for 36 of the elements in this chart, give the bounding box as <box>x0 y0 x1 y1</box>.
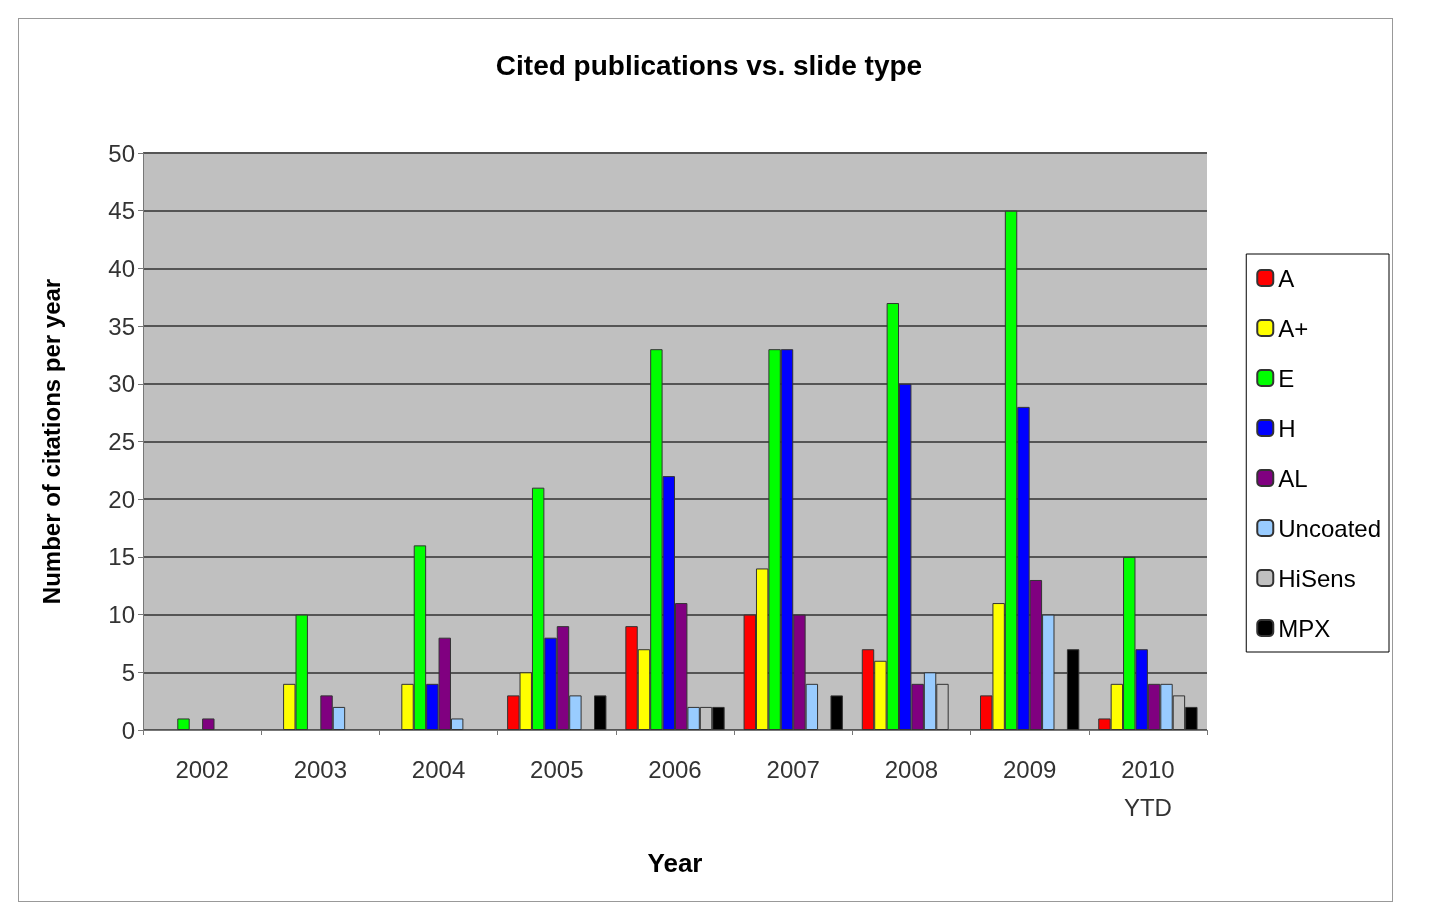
x-axis-title: Year <box>647 848 703 878</box>
legend-label: A <box>1278 264 1295 292</box>
x-tick-label: 2003 <box>293 755 348 783</box>
y-tick-label: 35 <box>108 312 135 340</box>
y-axis-title: Number of citations per year <box>37 278 65 605</box>
y-tick-label: 10 <box>108 601 135 629</box>
legend-label: E <box>1278 364 1295 392</box>
bar <box>202 718 215 730</box>
bar <box>594 695 607 730</box>
x-tick-label: 2004 <box>411 755 466 783</box>
x-tick-label: 2006 <box>648 755 702 783</box>
y-tick-label: 5 <box>121 658 135 686</box>
y-tick-label: 50 <box>108 139 135 167</box>
x-tick-label: 2007 <box>766 755 820 783</box>
y-tick-label: 15 <box>108 543 135 571</box>
legend-label: AL <box>1278 464 1308 492</box>
legend-label: HiSens <box>1278 564 1356 592</box>
y-tick-label: 30 <box>108 370 135 398</box>
y-tick-label: 40 <box>108 254 135 282</box>
bar <box>830 695 843 730</box>
legend-label: MPX <box>1278 614 1331 642</box>
chart-title: Cited publications vs. slide type <box>495 49 923 81</box>
bar <box>177 718 190 730</box>
x-tick-label: 2008 <box>884 755 939 783</box>
y-tick-label: 20 <box>108 485 135 513</box>
x-tick-label: 2005 <box>530 755 584 783</box>
bar <box>1066 649 1080 730</box>
x-tick-label: 2010 YTD <box>1121 755 1175 821</box>
legend-label: Uncoated <box>1278 514 1382 542</box>
x-tick-label: 2002 <box>175 755 229 783</box>
y-tick-label: 25 <box>108 428 135 455</box>
legend-label: A+ <box>1278 314 1309 342</box>
legend-label: H <box>1278 414 1296 442</box>
y-tick-label: 45 <box>108 197 135 225</box>
x-tick-label: 2009 <box>1002 755 1057 783</box>
y-tick-label: 0 <box>121 716 135 744</box>
